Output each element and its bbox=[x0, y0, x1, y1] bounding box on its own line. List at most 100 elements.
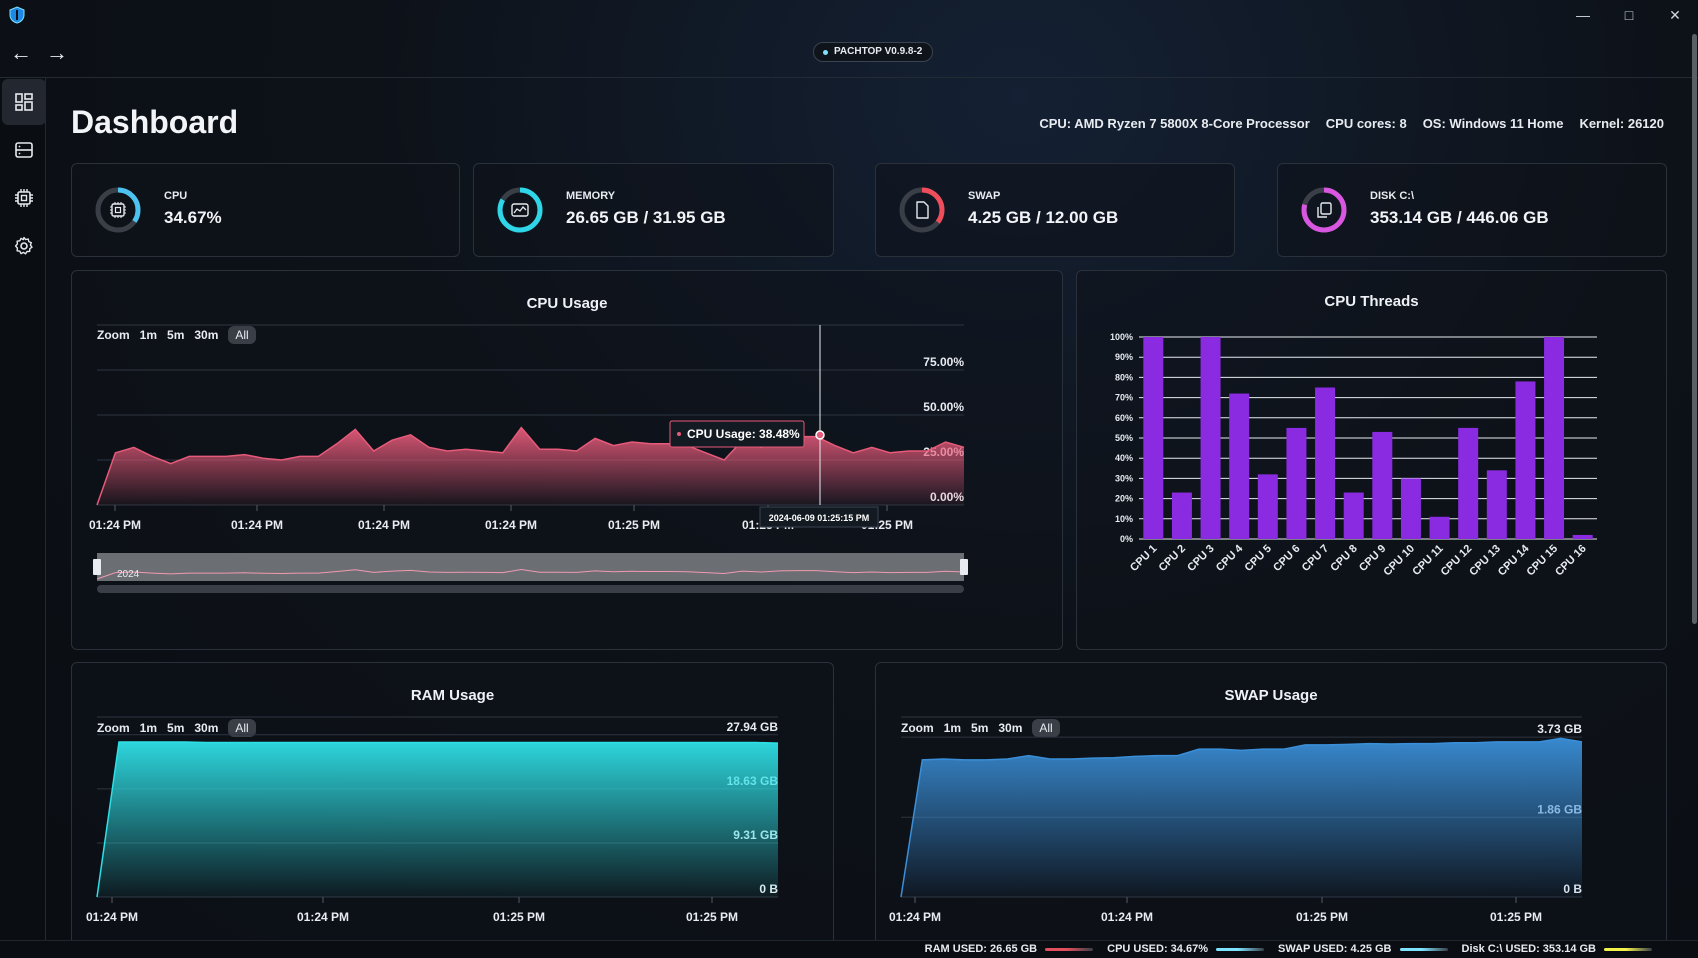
y-tick-label: 50% bbox=[1115, 433, 1133, 443]
memory-progress-ring bbox=[497, 187, 543, 233]
server-icon bbox=[15, 142, 33, 158]
x-tick-label: 01:25 PM bbox=[686, 910, 738, 924]
zoom-30m-button[interactable]: 30m bbox=[998, 721, 1023, 735]
x-tick-label: CPU 4 bbox=[1214, 542, 1246, 574]
sidebar-item-processes[interactable] bbox=[2, 175, 46, 221]
nav-bar: ← → PACHTOP V0.9.8-2 bbox=[0, 30, 1698, 78]
zoom-5m-button[interactable]: 5m bbox=[167, 721, 185, 735]
forward-arrow-icon[interactable]: → bbox=[46, 40, 68, 65]
zoom-5m-button[interactable]: 5m bbox=[167, 328, 185, 342]
cpu-progress-ring bbox=[95, 187, 141, 233]
stat-label: CPU bbox=[164, 190, 188, 202]
swap-usage-panel: SWAP Usage Zoom 1m 5m 30m All 0 B1.86 GB… bbox=[875, 662, 1667, 940]
cpu-usage-panel: CPU Usage Zoom 1m 5m 30m All 0.00%25.00%… bbox=[71, 270, 1063, 650]
y-tick-label: 3.73 GB bbox=[1537, 722, 1582, 736]
scroll-thumb[interactable] bbox=[1692, 34, 1697, 624]
bar bbox=[1229, 393, 1250, 539]
stat-value: 26.65 GB / 31.95 GB bbox=[566, 208, 726, 227]
zoom-label: Zoom bbox=[901, 721, 934, 735]
zoom-1m-button[interactable]: 1m bbox=[139, 721, 158, 735]
copy-icon bbox=[1317, 202, 1332, 218]
minimize-icon[interactable]: — bbox=[1576, 7, 1590, 23]
title-bar: — □ ✕ bbox=[0, 0, 1698, 30]
x-tick-label: CPU 1 bbox=[1128, 543, 1159, 574]
x-tick-label: 01:24 PM bbox=[297, 910, 349, 924]
x-tick-label: CPU 7 bbox=[1300, 543, 1331, 574]
status-label: CPU USED: 34.67% bbox=[1107, 943, 1208, 955]
sidebar-item-dashboard[interactable] bbox=[2, 79, 46, 125]
y-tick-label: 0% bbox=[1120, 534, 1133, 544]
status-ram: RAM USED: 26.65 GB bbox=[925, 943, 1094, 955]
bar bbox=[1515, 381, 1536, 539]
x-tick-label: CPU 6 bbox=[1271, 543, 1302, 574]
maximize-icon[interactable]: □ bbox=[1624, 7, 1634, 23]
series-area bbox=[901, 738, 1582, 897]
y-tick-label: 30% bbox=[1115, 473, 1133, 483]
zoom-all-button[interactable]: All bbox=[228, 719, 256, 737]
panel-title: CPU Threads bbox=[1324, 293, 1419, 310]
series-line bbox=[900, 737, 1583, 898]
zoom-controls: Zoom 1m 5m 30m All bbox=[901, 719, 1060, 737]
stat-label: SWAP bbox=[968, 190, 1001, 202]
status-cpu: CPU USED: 34.67% bbox=[1107, 943, 1264, 955]
tooltip-text: CPU Usage: 38.48% bbox=[687, 427, 800, 441]
y-tick-label: 70% bbox=[1115, 393, 1133, 403]
zoom-30m-button[interactable]: 30m bbox=[194, 328, 219, 342]
status-label: SWAP USED: 4.25 GB bbox=[1278, 943, 1392, 955]
y-tick-label: 40% bbox=[1115, 453, 1133, 463]
cpu-threads-chart[interactable]: 0%10%20%30%40%50%60%70%80%90%100%CPU 1CP… bbox=[1077, 271, 1666, 649]
navigator-label: 2024 bbox=[117, 569, 140, 580]
y-tick-label: 80% bbox=[1115, 372, 1133, 382]
x-tick-label: 01:24 PM bbox=[86, 910, 138, 924]
sidebar bbox=[0, 78, 46, 940]
x-tick-label: 01:24 PM bbox=[231, 518, 283, 532]
x-tick-label: 01:24 PM bbox=[89, 518, 141, 532]
cpu-threads-panel: CPU Threads 0% 10% 20% 30% 40% 50% 60% 70% 80% 90… bbox=[1076, 270, 1667, 650]
sysinfo-cpu: CPU: AMD Ryzen 7 5800X 8-Core Processor bbox=[1039, 116, 1310, 131]
stat-value: 34.67% bbox=[164, 208, 222, 227]
panel-title: SWAP Usage bbox=[1224, 687, 1318, 704]
zoom-5m-button[interactable]: 5m bbox=[971, 721, 989, 735]
stat-label: MEMORY bbox=[566, 190, 616, 202]
zoom-30m-button[interactable]: 30m bbox=[194, 721, 219, 735]
stat-card-disk: DISK C:\ 353.14 GB / 446.06 GB bbox=[1277, 163, 1667, 257]
close-icon[interactable]: ✕ bbox=[1669, 6, 1681, 23]
stat-card-swap: SWAP 4.25 GB / 12.00 GB bbox=[875, 163, 1235, 257]
series-area bbox=[97, 742, 778, 897]
system-info: CPU: AMD Ryzen 7 5800X 8-Core Processor … bbox=[1039, 116, 1664, 131]
stat-label: DISK C:\ bbox=[1370, 190, 1414, 202]
bar bbox=[1315, 387, 1336, 539]
x-tick-label: CPU 2 bbox=[1157, 543, 1188, 574]
sidebar-item-settings[interactable] bbox=[2, 223, 46, 269]
bar bbox=[1572, 534, 1593, 539]
gear-icon bbox=[14, 236, 33, 255]
zoom-1m-button[interactable]: 1m bbox=[139, 328, 158, 342]
bar bbox=[1286, 427, 1307, 539]
status-bar: RAM USED: 26.65 GB CPU USED: 34.67% SWAP… bbox=[0, 940, 1698, 958]
x-tick-label: 01:25 PM bbox=[608, 518, 660, 532]
sysinfo-cores: CPU cores: 8 bbox=[1325, 116, 1407, 131]
bar bbox=[1171, 492, 1192, 539]
status-swap: SWAP USED: 4.25 GB bbox=[1278, 943, 1448, 955]
sidebar-item-storage[interactable] bbox=[2, 127, 46, 173]
back-arrow-icon[interactable]: ← bbox=[10, 40, 32, 65]
zoom-label: Zoom bbox=[97, 328, 130, 342]
x-tick-label: 01:24 PM bbox=[358, 518, 410, 532]
x-tick-label: CPU 16 bbox=[1553, 543, 1589, 579]
zoom-controls: Zoom 1m 5m 30m All bbox=[97, 719, 256, 737]
ram-usage-panel: RAM Usage Zoom 1m 5m 30m All 0 B9.31 GB1… bbox=[71, 662, 834, 940]
y-tick-label: 10% bbox=[1115, 514, 1133, 524]
zoom-1m-button[interactable]: 1m bbox=[943, 721, 962, 735]
scrollbar[interactable] bbox=[1690, 30, 1698, 940]
stat-card-memory: MEMORY 26.65 GB / 31.95 GB bbox=[473, 163, 834, 257]
status-indicator bbox=[1399, 947, 1448, 951]
bar bbox=[1372, 431, 1393, 539]
zoom-all-button[interactable]: All bbox=[1032, 719, 1060, 737]
navigator-handle-right bbox=[960, 559, 968, 575]
zoom-all-button[interactable]: All bbox=[228, 326, 256, 344]
y-tick-label: 60% bbox=[1115, 413, 1133, 423]
status-dot-icon bbox=[823, 50, 828, 55]
